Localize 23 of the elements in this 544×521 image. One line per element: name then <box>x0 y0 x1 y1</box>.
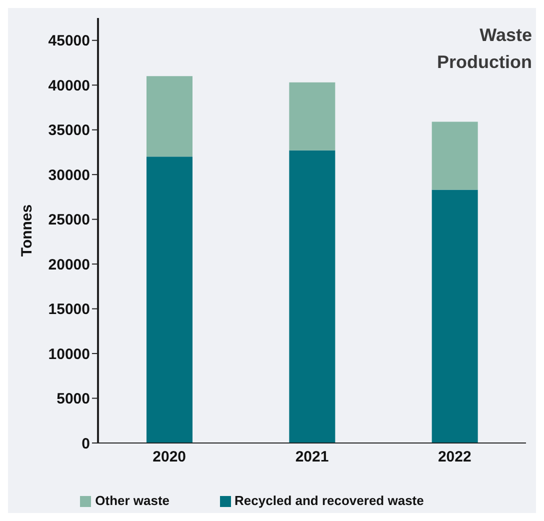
y-tick-label: 10000 <box>48 346 90 363</box>
y-tick-label: 20000 <box>48 256 90 274</box>
legend-label: Other waste <box>95 493 170 508</box>
bar <box>289 150 336 443</box>
legend-label: Recycled and recovered waste <box>234 493 424 508</box>
x-tick-label: 2020 <box>152 448 186 466</box>
y-tick-label: 5000 <box>56 390 90 408</box>
bar <box>432 122 478 190</box>
text: Waste Production <box>436 24 532 74</box>
x-tick-label: 2021 <box>295 448 329 466</box>
y-axis-title: Tonnes <box>18 204 36 257</box>
y-tick-label: 30000 <box>48 166 90 184</box>
bar <box>146 156 193 443</box>
y-tick-label: 0 <box>82 435 90 452</box>
y-tick-label: 15000 <box>48 301 90 318</box>
bar <box>146 76 193 157</box>
bar <box>432 190 478 443</box>
x-tick-label: 2022 <box>438 448 472 466</box>
y-tick-label: 45000 <box>48 32 90 50</box>
y-tick-label: 40000 <box>48 77 90 94</box>
bar <box>289 82 336 150</box>
y-tick-label: 35000 <box>48 122 90 140</box>
y-tick-label: 25000 <box>48 212 90 229</box>
